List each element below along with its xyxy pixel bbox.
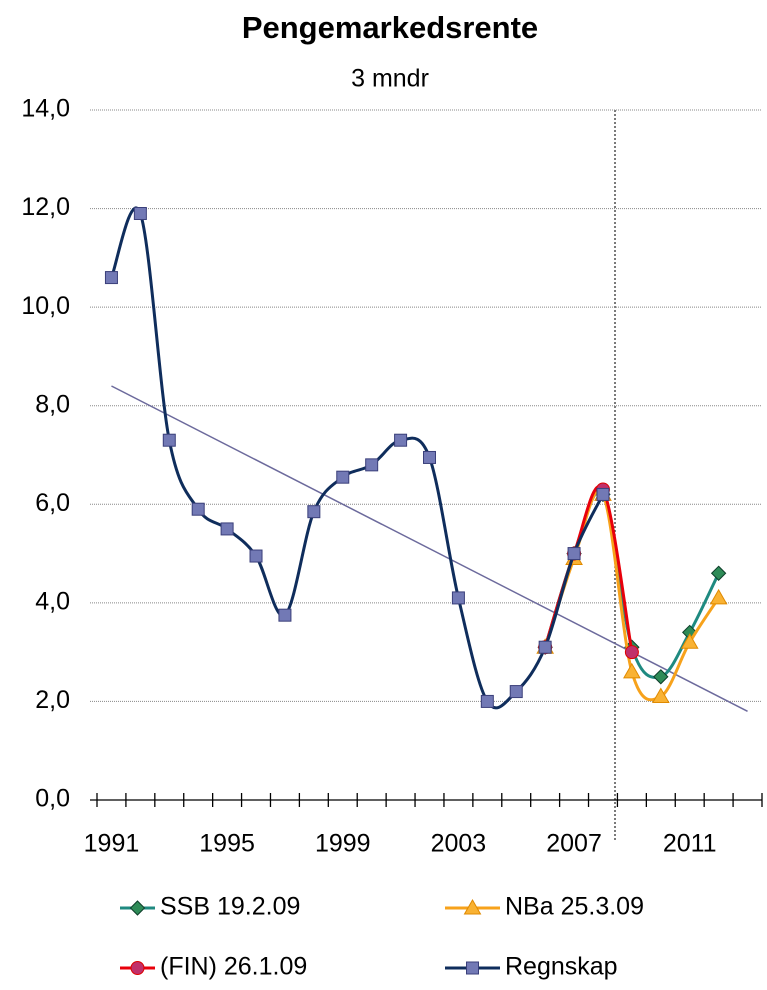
point [133, 207, 147, 220]
point [680, 633, 699, 649]
point [651, 687, 670, 703]
legend-marker [130, 961, 145, 975]
legend-marker [463, 898, 482, 915]
legend: SSB 19.2.09 NBa 25.3.09 (FIN) 26.1.09 Regns… [120, 893, 644, 981]
point [451, 591, 465, 605]
y-tick-label: 12,0 [21, 193, 70, 221]
point [162, 433, 176, 447]
legend-marker [466, 961, 479, 975]
x-tick-label: 2003 [431, 830, 487, 858]
y-tick-label: 0,0 [35, 785, 70, 813]
y-tick-label: 2,0 [35, 686, 70, 714]
y-tick-label: 14,0 [21, 95, 70, 123]
point [278, 608, 292, 622]
y-tick-label: 4,0 [35, 587, 70, 615]
y-tick-label: 10,0 [21, 292, 70, 320]
point [191, 502, 205, 516]
point [365, 458, 379, 472]
series-line [110, 206, 605, 710]
point [249, 549, 263, 563]
x-tick-label: 1991 [84, 830, 140, 858]
point [307, 505, 321, 519]
point [623, 662, 641, 679]
point [480, 694, 494, 708]
chart-title: Pengemarkedsrente [242, 10, 538, 45]
point [220, 522, 234, 536]
point [624, 645, 639, 660]
legend-label: NBa 25.3.09 [505, 893, 644, 921]
point [653, 669, 669, 685]
point [509, 685, 523, 699]
x-tick-label: 2007 [546, 830, 602, 858]
x-tick-label: 2011 [663, 830, 717, 858]
legend-marker [129, 900, 146, 916]
point [104, 271, 118, 285]
point [336, 470, 350, 484]
legend-label: (FIN) 26.1.09 [160, 953, 307, 981]
point [709, 588, 728, 605]
trend-line [111, 385, 748, 712]
point [538, 640, 552, 654]
point [596, 487, 610, 501]
chart-subtitle: 3 mndr [351, 65, 429, 93]
point [710, 565, 727, 581]
x-tick-label: 1999 [315, 830, 371, 858]
legend-label: SSB 19.2.09 [160, 893, 300, 921]
legend-label: Regnskap [505, 953, 618, 981]
point [394, 433, 408, 447]
point [423, 450, 436, 464]
x-tick-label: 1995 [199, 830, 255, 858]
y-tick-label: 8,0 [35, 390, 70, 418]
point [567, 547, 581, 561]
y-tick-label: 6,0 [35, 489, 70, 517]
